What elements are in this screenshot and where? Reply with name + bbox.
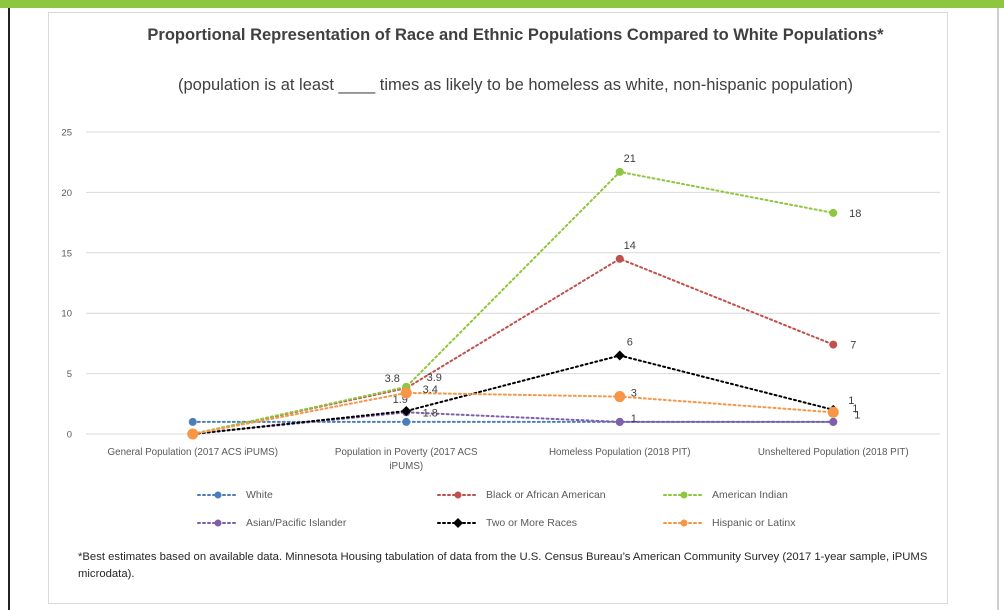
right-border xyxy=(997,8,999,610)
legend-label: Black or African American xyxy=(486,489,606,501)
data-label: 7 xyxy=(850,340,856,352)
data-label: 3.4 xyxy=(423,384,438,396)
x-tick-label: Population in Poverty (2017 ACS xyxy=(335,447,478,458)
legend-label: Hispanic or Latinx xyxy=(712,517,796,529)
y-tick-label: 20 xyxy=(61,188,72,199)
footnote: *Best estimates based on available data.… xyxy=(78,551,928,580)
data-label: 1 xyxy=(848,395,854,407)
y-tick-label: 0 xyxy=(67,430,72,441)
x-tick-label: General Population (2017 ACS iPUMS) xyxy=(108,447,278,458)
legend-swatch xyxy=(663,491,705,499)
data-point xyxy=(827,406,839,418)
legend-label: White xyxy=(246,489,273,501)
legend-item: Hispanic or Latinx xyxy=(662,514,795,532)
data-label: 18 xyxy=(849,208,861,220)
series-line xyxy=(191,170,835,435)
legend-item: Black or African American xyxy=(436,486,606,504)
data-point xyxy=(400,387,412,399)
legend-swatch xyxy=(437,518,479,528)
series-line xyxy=(191,354,835,435)
legend-swatch xyxy=(197,519,239,527)
chart-title: Proportional Representation of Race and … xyxy=(147,26,884,44)
legend-label: Asian/Pacific Islander xyxy=(246,517,347,529)
legend-item: Two or More Races xyxy=(436,514,577,532)
data-label: 1 xyxy=(631,413,637,425)
legend-swatch xyxy=(663,519,705,527)
data-point xyxy=(401,406,412,417)
data-point xyxy=(615,167,624,176)
series-line xyxy=(191,391,835,435)
data-label: 3.8 xyxy=(385,373,400,385)
y-tick-label: 5 xyxy=(67,369,72,380)
data-point xyxy=(188,417,197,426)
data-label: 6 xyxy=(627,336,633,348)
data-point xyxy=(829,208,838,217)
data-point xyxy=(614,391,626,403)
series-line xyxy=(191,257,835,435)
data-label: 1.8 xyxy=(423,407,438,419)
x-tick-label: Unsheltered Population (2018 PIT) xyxy=(758,447,909,458)
legend-swatch xyxy=(197,491,239,499)
legend-label: American Indian xyxy=(712,489,788,501)
data-label: 14 xyxy=(624,240,636,252)
legend-item: American Indian xyxy=(662,486,788,504)
x-tick-label: iPUMS) xyxy=(389,461,423,472)
data-point xyxy=(829,417,838,426)
data-label: 3.9 xyxy=(427,372,442,384)
y-tick-label: 15 xyxy=(61,248,72,259)
data-point xyxy=(402,417,411,426)
x-tick-label: Homeless Population (2018 PIT) xyxy=(549,447,691,458)
data-label: 1 xyxy=(852,403,858,415)
legend-label: Two or More Races xyxy=(486,517,578,529)
accent-bar xyxy=(0,0,1004,8)
legend-item: White xyxy=(196,486,273,504)
data-label: 1 xyxy=(854,409,860,421)
y-tick-label: 25 xyxy=(61,128,72,139)
chart-frame xyxy=(48,12,948,604)
chart-legend: White Black or African American American I… xyxy=(196,486,896,546)
data-point xyxy=(829,340,838,349)
y-tick-label: 10 xyxy=(61,309,72,320)
legend-item: Asian/Pacific Islander xyxy=(196,514,346,532)
legend-swatch xyxy=(437,491,479,499)
data-point xyxy=(615,254,624,263)
chart-subtitle: (population is at least ____ times as li… xyxy=(177,76,854,94)
data-point xyxy=(615,417,624,426)
data-point xyxy=(187,428,199,440)
data-point xyxy=(614,350,625,361)
data-label: 21 xyxy=(624,153,636,165)
left-border xyxy=(8,8,10,610)
data-label: 3 xyxy=(631,388,637,400)
